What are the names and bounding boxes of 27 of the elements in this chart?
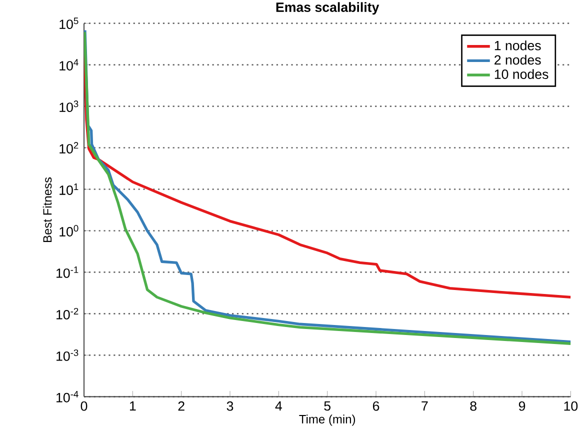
x-tick-label: 0 [80,401,88,411]
x-axis-title: Time (min) [299,414,356,426]
y-tick-label: 10$^{-3}$ [56,349,78,361]
x-tick-label: 4 [275,401,282,411]
y-tick-label: 10$^{4}$ [60,59,78,70]
y-axis-title: Best Fitness [42,177,52,242]
chart-title: Emas scalability [276,2,380,15]
y-tick-label: 10$^{1}$ [60,184,78,195]
x-tick-label: 9 [518,401,526,411]
legend-label: 2 nodes [494,54,541,65]
y-tick-label: 10$^{-1}$ [56,266,78,278]
x-tick-label: 2 [178,401,184,411]
y-tick-label: 10$^{3}$ [60,100,78,112]
y-tick-label: 10$^{5}$ [60,18,78,30]
y-tick-label: 10$^{2}$ [60,142,78,154]
x-tick-label: 6 [372,401,380,411]
x-tick-label: 3 [226,401,234,411]
legend-label: 1 nodes [494,40,541,50]
y-tick-label: 10$^{-4}$ [56,390,78,402]
x-tick-label: 1 [130,401,136,411]
x-tick-label: 10 [564,401,578,411]
x-tick-label: 8 [470,401,476,411]
y-tick-label: 10$^{0}$ [60,225,78,236]
x-tick-label: 7 [422,401,428,411]
x-tick-label: 5 [324,401,330,411]
y-tick-label: 10$^{-2}$ [56,308,78,320]
legend-label: 10 nodes [494,69,548,79]
